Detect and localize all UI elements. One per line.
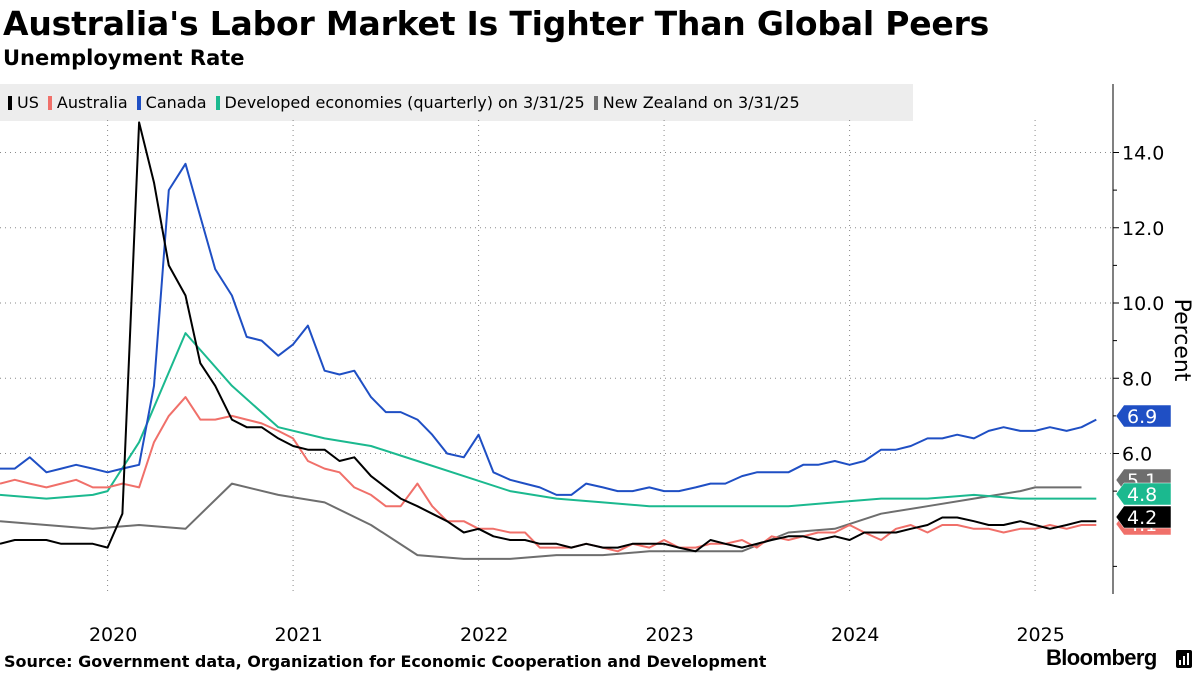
bloomberg-terminal-icon xyxy=(1176,650,1192,668)
last-value-flags: 4.15.14.24.86.9 xyxy=(1115,404,1172,536)
legend-item-new-zealand[interactable]: New Zealand on 3/31/25 xyxy=(593,93,800,112)
flag-shape xyxy=(1115,505,1172,529)
y-tick-label: 10.0 xyxy=(1122,293,1164,315)
y-tick-label: 8.0 xyxy=(1122,368,1152,390)
flag-value: 4.2 xyxy=(1127,507,1157,529)
x-tick-label: 2023 xyxy=(645,624,693,646)
last-value-flag-us: 4.2 xyxy=(1115,505,1172,529)
legend-label-us: US xyxy=(17,93,39,112)
last-value-flag-developed-economies-quarterly-on-3-31-25: 4.8 xyxy=(1115,482,1172,506)
legend-swatch-us xyxy=(8,95,12,110)
source-note: Source: Government data, Organization fo… xyxy=(4,652,767,671)
series-line-canada xyxy=(0,162,1097,496)
last-value-flag-canada: 6.9 xyxy=(1115,404,1172,428)
axes: 6.0 8.0 10.0 12.0 14.0 2020 2021 2022 2023 2024 20… xyxy=(89,84,1164,646)
legend-label-canada: Canada xyxy=(145,93,207,112)
chart-legend: US Australia Canada Developed economies … xyxy=(0,84,913,121)
legend-swatch-australia xyxy=(47,95,52,110)
legend-swatch-canada xyxy=(136,95,141,110)
brand-wordmark: Bloomberg xyxy=(1046,645,1157,670)
series-line-developed-economies-quarterly-on-3-31-25 xyxy=(0,332,1097,508)
y-axis-label: Percent xyxy=(1169,299,1194,382)
flag-value: 6.9 xyxy=(1127,406,1157,428)
y-tick-label: 14.0 xyxy=(1122,143,1164,165)
chart-subtitle: Unemployment Rate xyxy=(3,46,245,70)
y-tick-label: 6.0 xyxy=(1122,444,1152,466)
x-tick-label: 2020 xyxy=(89,624,137,646)
legend-item-us[interactable]: US xyxy=(8,93,39,112)
legend-label-australia: Australia xyxy=(56,93,128,112)
x-tick-label: 2022 xyxy=(460,624,508,646)
legend-item-developed-economies[interactable]: Developed economies (quarterly) on 3/31/… xyxy=(215,93,585,112)
legend-swatch-developed-economies xyxy=(215,95,220,110)
legend-item-australia[interactable]: Australia xyxy=(47,93,128,112)
series-line-australia xyxy=(0,396,1097,553)
x-tick-label: 2021 xyxy=(274,624,322,646)
legend-label-new-zealand: New Zealand on 3/31/25 xyxy=(602,93,800,112)
legend-label-developed-economies: Developed economies (quarterly) on 3/31/… xyxy=(224,93,585,112)
legend-item-canada[interactable]: Canada xyxy=(136,93,207,112)
flag-shape xyxy=(1115,482,1172,506)
y-tick-label: 12.0 xyxy=(1122,218,1164,240)
series-lines xyxy=(0,121,1097,560)
chart-title: Australia's Labor Market Is Tighter Than… xyxy=(3,4,990,43)
legend-swatch-new-zealand xyxy=(593,95,598,110)
series-line-us xyxy=(0,121,1097,553)
x-tick-label: 2025 xyxy=(1016,624,1064,646)
x-tick-label: 2024 xyxy=(831,624,879,646)
grid-lines xyxy=(0,120,1113,594)
flag-value: 4.8 xyxy=(1127,484,1157,506)
series-line-new-zealand-on-3-31-25 xyxy=(0,482,1082,560)
flag-shape xyxy=(1115,404,1172,428)
